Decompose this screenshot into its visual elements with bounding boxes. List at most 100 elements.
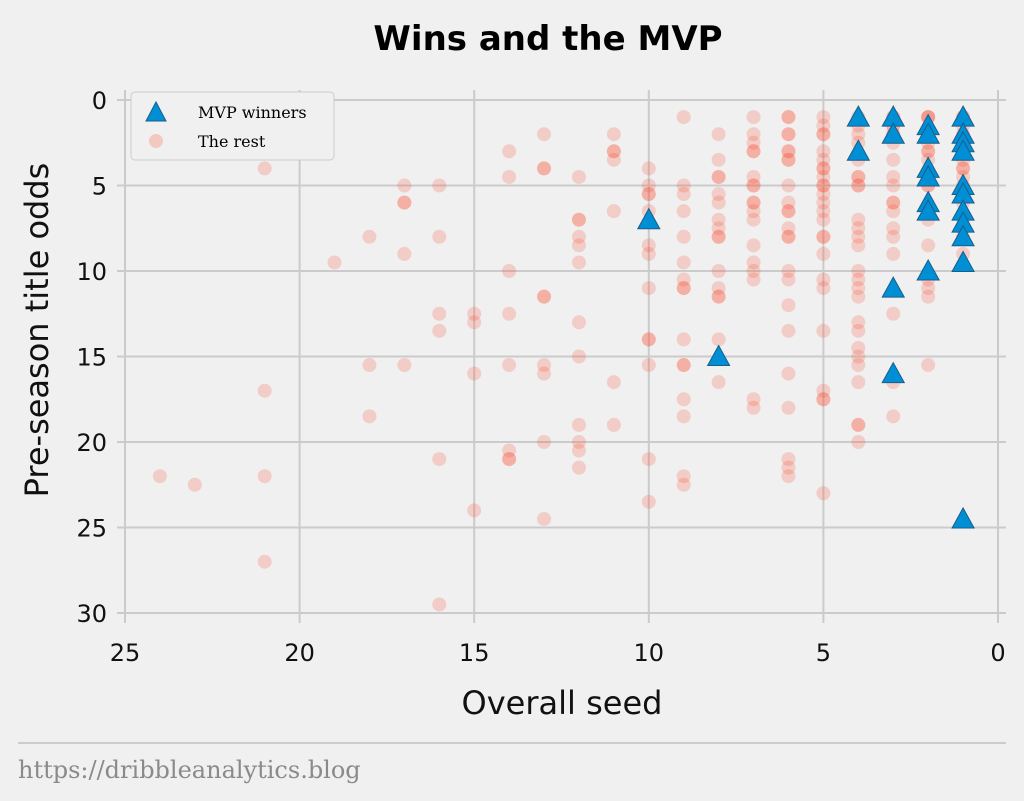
legend-box	[130, 91, 335, 161]
rest-point	[956, 161, 971, 176]
mvp-point	[916, 164, 941, 187]
rest-point	[676, 178, 691, 193]
rest-point	[816, 272, 831, 287]
rest-point	[746, 110, 761, 125]
rest-point	[816, 486, 831, 501]
rest-point	[641, 238, 656, 253]
rest-point	[502, 452, 517, 467]
y-tick-labels: 0 5 10 15 20 25 30	[76, 87, 107, 628]
y-tick-label: 10	[76, 258, 107, 286]
mvp-point	[881, 361, 906, 384]
rest-point	[676, 281, 691, 296]
rest-point	[606, 144, 621, 159]
rest-point	[781, 204, 796, 219]
rest-point	[816, 204, 831, 219]
rest-point	[502, 452, 517, 467]
rest-point	[816, 118, 831, 133]
x-tick-label: 10	[634, 639, 665, 667]
mvp-point	[636, 207, 661, 230]
rest-point	[746, 255, 761, 270]
rest-point	[432, 452, 447, 467]
rest-point	[606, 417, 621, 432]
rest-point	[816, 178, 831, 193]
rest-point	[537, 358, 552, 373]
rest-point	[781, 178, 796, 193]
rest-point	[641, 246, 656, 261]
rest-point	[397, 195, 412, 210]
rest-point	[432, 178, 447, 193]
rest-point	[921, 289, 936, 304]
rest-point	[641, 187, 656, 202]
rest-point	[676, 281, 691, 296]
rest-point	[886, 306, 901, 321]
rest-point	[886, 246, 901, 261]
rest-point	[327, 255, 342, 270]
rest-point	[816, 127, 831, 142]
rest-point	[502, 169, 517, 184]
rest-point	[606, 375, 621, 390]
rest-point	[257, 554, 272, 569]
rest-point	[746, 178, 761, 193]
grid-lines	[117, 90, 1006, 623]
rest-point	[851, 178, 866, 193]
rest-point	[851, 349, 866, 364]
rest-point	[816, 212, 831, 227]
rest-point	[851, 272, 866, 287]
rest-point	[676, 332, 691, 347]
rest-point	[257, 383, 272, 398]
y-tick-label: 25	[76, 515, 107, 543]
rest-point	[537, 435, 552, 449]
rest-point	[816, 152, 831, 167]
rest-point	[886, 195, 901, 210]
rest-point	[851, 375, 866, 390]
rest-point	[502, 306, 517, 321]
rest-point	[711, 281, 726, 296]
rest-point	[746, 169, 761, 184]
rest-point	[467, 306, 482, 321]
rest-point	[781, 469, 796, 484]
rest-point	[921, 281, 936, 296]
rest-point	[851, 281, 866, 296]
rest-point	[886, 178, 901, 193]
y-tick-label: 0	[92, 87, 107, 115]
rest-point	[571, 229, 586, 244]
rest-point	[746, 272, 761, 287]
rest-point	[781, 152, 796, 167]
rest-point	[711, 187, 726, 202]
rest-point	[502, 144, 517, 159]
rest-point	[711, 212, 726, 227]
rest-point	[711, 152, 726, 167]
rest-point	[816, 110, 831, 125]
legend-label-mvp-winners: MVP winners	[198, 103, 307, 122]
rest-point	[816, 383, 831, 398]
legend-rest-marker	[149, 134, 163, 148]
legend: MVP winners The rest	[130, 91, 335, 161]
rest-point	[711, 289, 726, 304]
rest-point	[781, 229, 796, 244]
rest-point	[781, 400, 796, 415]
rest-point	[781, 127, 796, 142]
mvp-point	[916, 122, 941, 144]
rest-point	[921, 144, 936, 159]
rest-point	[746, 212, 761, 227]
rest-point	[816, 161, 831, 176]
rest-point	[571, 238, 586, 253]
rest-point	[641, 161, 656, 176]
rest-point	[956, 161, 971, 176]
rest-point	[571, 315, 586, 330]
rest-point	[502, 443, 517, 458]
rest-point	[781, 460, 796, 475]
rest-point	[711, 375, 726, 390]
rest-point	[851, 221, 866, 236]
mvp-point	[846, 105, 871, 127]
mvp-point	[706, 344, 731, 366]
rest-point	[571, 212, 586, 227]
rest-point	[397, 178, 412, 193]
rest-point	[641, 332, 656, 347]
rest-point	[781, 144, 796, 159]
rest-point	[676, 204, 691, 219]
rest-point	[537, 127, 552, 142]
rest-point	[851, 178, 866, 193]
rest-point	[711, 169, 726, 184]
